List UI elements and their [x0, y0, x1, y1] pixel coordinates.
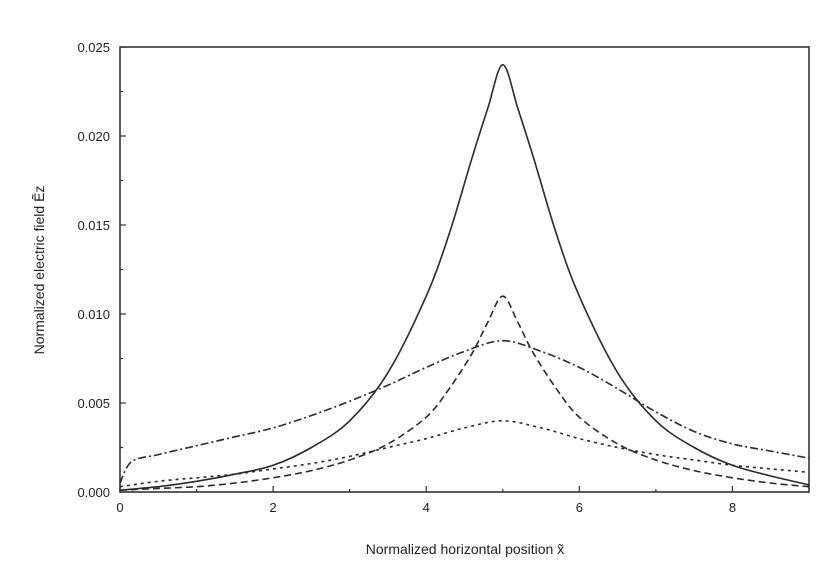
y-axis: 0.000 0.005 0.010 0.015 0.020 0.025	[77, 40, 126, 500]
y-axis-title: Normalized electric field Ẽz	[31, 186, 47, 355]
x-tick-label: 8	[729, 500, 736, 515]
x-tick-label: 6	[576, 500, 583, 515]
x-tick-label: 0	[116, 500, 123, 515]
plot-area	[119, 46, 810, 493]
x-axis: 0 2 4 6 8	[116, 486, 736, 515]
series-line-4	[119, 420, 810, 488]
x-tick-label: 2	[269, 500, 276, 515]
series-line-2	[119, 295, 810, 491]
series-line-1	[119, 64, 810, 491]
y-tick-label: 0.005	[77, 396, 110, 411]
x-tick-label: 4	[423, 500, 430, 515]
series-layer	[119, 64, 810, 491]
plot-frame	[119, 46, 810, 493]
y-tick-label: 0.015	[77, 218, 110, 233]
x-axis-title: Normalized horizontal position x̃	[366, 541, 564, 557]
y-tick-label: 0.025	[77, 40, 110, 55]
y-tick-label: 0.000	[77, 485, 110, 500]
y-tick-label: 0.020	[77, 129, 110, 144]
series-line-3	[119, 339, 810, 484]
y-tick-label: 0.010	[77, 307, 110, 322]
